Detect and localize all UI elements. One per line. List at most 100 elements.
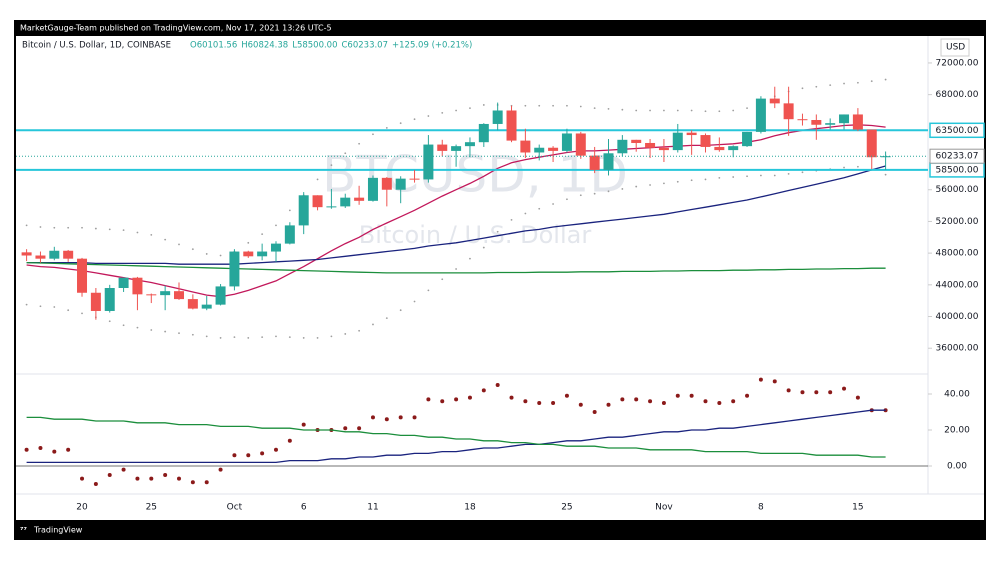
indicator-dot (690, 179, 693, 182)
indicator-dot (732, 176, 735, 178)
indicator-dot (108, 320, 111, 323)
candle-body (811, 120, 822, 125)
candle-body (783, 103, 794, 120)
indicator-dot (191, 333, 194, 336)
candle-body (21, 252, 32, 256)
indicator-dot (260, 451, 265, 456)
indicator-dot (620, 397, 625, 402)
indicator-dot (607, 108, 610, 110)
indicator-dot (538, 207, 541, 210)
indicator-dot (815, 85, 818, 88)
indicator-dot (150, 234, 153, 236)
indicator-dot (122, 229, 125, 232)
indicator-dot (178, 243, 180, 246)
candle-body (464, 142, 475, 147)
indicator-dot (232, 453, 237, 458)
indicator-dot (219, 337, 222, 339)
indicator-dot (108, 228, 111, 231)
indicator-dot (247, 337, 250, 339)
indicator-dot (136, 231, 139, 234)
indicator-dot (718, 176, 721, 179)
indicator-dot (745, 393, 750, 398)
y-tick-label: 0.00 (947, 462, 967, 472)
indicator-dot (564, 393, 569, 398)
symbol-title: Bitcoin / U.S. Dollar, 1D, COINBASE (22, 41, 171, 51)
indicator-dot (593, 192, 596, 195)
indicator-dot (703, 399, 708, 404)
indicator-dot (358, 142, 361, 145)
candle-body (825, 123, 836, 125)
indicator-dot (107, 473, 112, 477)
indicator-dot (370, 415, 375, 420)
indicator-dot (828, 390, 833, 395)
y-tick-label: 52000.00 (936, 217, 979, 227)
candle-body (742, 131, 753, 147)
indicator-dot (649, 109, 651, 112)
indicator-dot (399, 309, 402, 312)
indicator-dot (205, 253, 208, 255)
candle-body (229, 251, 240, 287)
x-tick-label: Oct (227, 503, 243, 513)
x-tick-label: 20 (76, 503, 88, 513)
candle-body (645, 142, 656, 148)
indicator-dot (482, 246, 485, 249)
indicator-dot (663, 182, 665, 185)
candle-body (755, 98, 766, 132)
ohlc-label: O60101.56 (190, 41, 237, 51)
indicator-dot (593, 107, 596, 110)
candle-body (728, 146, 739, 151)
indicator-dot (579, 194, 582, 197)
indicator-line (26, 409, 886, 464)
candle-body (409, 178, 420, 180)
candle-body (270, 243, 281, 252)
indicator-dot (247, 241, 250, 244)
y-tick-label: 40.00 (944, 390, 970, 400)
indicator-dot (218, 467, 223, 472)
candle-body (367, 177, 378, 201)
indicator-dot (537, 401, 542, 405)
indicator-dot (93, 482, 98, 486)
y-tick-label: 68000.00 (936, 90, 979, 100)
indicator-dot (607, 190, 610, 193)
indicator-line (26, 165, 886, 265)
indicator-dot (275, 335, 277, 338)
indicator-dot (301, 422, 306, 427)
indicator-dot (39, 305, 42, 308)
ohlc-label: H60824.38 (241, 41, 288, 51)
footer-bar (14, 520, 986, 540)
candle-body (326, 206, 337, 208)
watermark-subtitle: Bitcoin / U.S. Dollar (359, 221, 592, 249)
indicator-dot (552, 203, 554, 205)
candle-body (658, 147, 669, 151)
indicator-dot (772, 379, 777, 384)
candle-body (104, 288, 115, 311)
currency-box (940, 38, 970, 57)
indicator-dot (675, 393, 680, 398)
indicator-dot (344, 152, 347, 155)
candle-body (478, 123, 489, 143)
candle-body (700, 135, 711, 147)
indicator-dot (288, 336, 291, 339)
indicator-dot (731, 399, 736, 404)
candle-body (437, 144, 448, 151)
indicator-dot (676, 109, 679, 112)
candle-body (381, 177, 392, 190)
price-label-box (929, 122, 985, 139)
indicator-dot (53, 226, 56, 229)
indicator-dot (384, 417, 389, 422)
indicator-dot (233, 336, 236, 339)
indicator-dot (24, 447, 29, 452)
indicator-line (26, 416, 886, 458)
indicator-dot (856, 165, 859, 168)
indicator-dot (469, 107, 471, 110)
indicator-dot (801, 87, 804, 90)
indicator-dot (718, 110, 721, 113)
indicator-dot (440, 399, 445, 404)
indicator-dot (149, 476, 154, 481)
candle-body (63, 250, 74, 259)
candle-body (49, 250, 60, 259)
indicator-dot (663, 109, 665, 112)
candle-body (77, 258, 88, 293)
indicator-dot (344, 333, 347, 335)
